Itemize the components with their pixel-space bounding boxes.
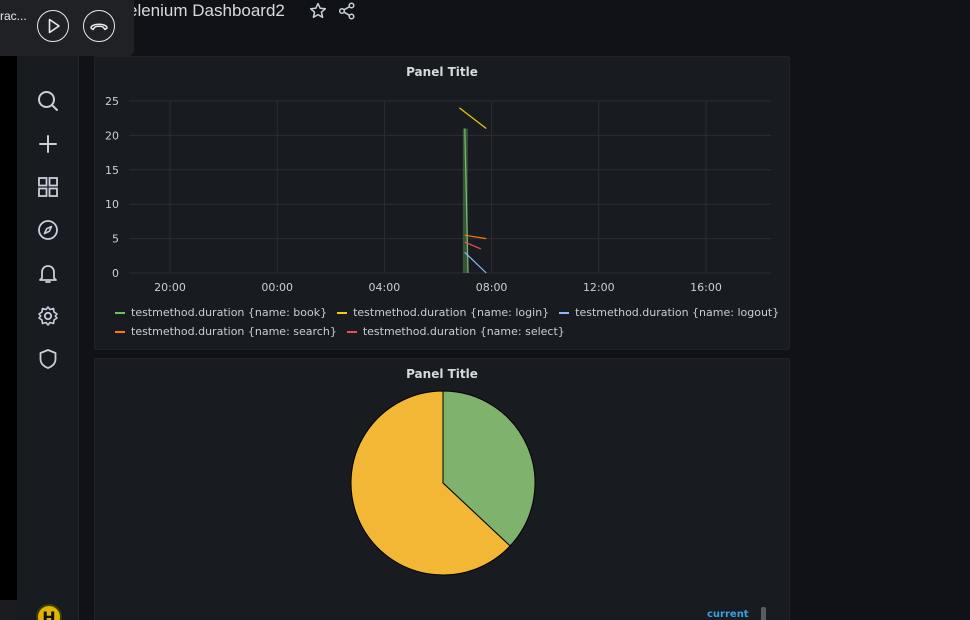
y-tick-label: 25 — [105, 95, 119, 108]
legend-label: testmethod.duration {name: select} — [362, 325, 565, 338]
legend-label: testmethod.duration {name: logout} — [575, 306, 780, 319]
series-line-3 — [464, 234, 487, 240]
sidebar-create[interactable] — [35, 131, 61, 157]
panel-title[interactable]: Panel Title — [406, 367, 478, 381]
star-button[interactable] — [308, 1, 328, 21]
series-line-4 — [464, 241, 482, 250]
legend-swatch — [115, 331, 125, 333]
y-tick-label: 0 — [112, 267, 119, 280]
search-icon — [38, 91, 58, 111]
share-play-button[interactable] — [37, 10, 69, 42]
legend-swatch — [337, 312, 348, 314]
graph-panel: Panel Title 0 5 10 15 20 25 20:00 00:00 04:00 08:… — [94, 56, 790, 350]
legend-item[interactable]: testmethod.duration {name: login} — [337, 306, 549, 319]
legend-label: testmethod.duration {name: search} — [131, 325, 337, 338]
series-line-2 — [464, 251, 487, 274]
legend-item[interactable]: testmethod.duration {name: logout} — [559, 306, 779, 319]
sidebar-search[interactable] — [35, 88, 61, 114]
legend-row: testmethod.duration {name: book} testmeth… — [115, 306, 789, 319]
pie-slice-1[interactable] — [350, 390, 511, 576]
legend-swatch — [346, 331, 357, 333]
y-tick-label: 10 — [105, 198, 119, 211]
y-tick-label: 20 — [105, 129, 119, 142]
legend-swatch — [115, 312, 125, 314]
screen-share-bar: rac... — [0, 0, 134, 56]
x-tick-label: 04:00 — [369, 281, 401, 294]
pie-chart — [350, 390, 536, 576]
legend-row: testmethod.duration {name: search} testme… — [115, 325, 575, 338]
legend-item[interactable]: testmethod.duration {name: search} — [115, 325, 337, 338]
series-line-0 — [464, 128, 469, 274]
alerting-icon — [39, 265, 57, 283]
panel-title[interactable]: Panel Title — [406, 65, 478, 79]
share-bar-text: rac... — [0, 9, 27, 23]
dashboards-icon — [38, 177, 58, 197]
star-icon — [309, 2, 327, 19]
legend-item[interactable]: testmethod.duration {name: select} — [346, 325, 565, 338]
y-tick-label: 15 — [105, 164, 119, 177]
x-tick-label: 08:00 — [476, 281, 508, 294]
x-tick-label: 12:00 — [583, 281, 615, 294]
legend-label: testmethod.duration {name: book} — [131, 306, 328, 319]
legend-label: testmethod.duration {name: login} — [353, 306, 550, 319]
series-fill-book — [462, 128, 468, 273]
left-black-strip — [0, 0, 17, 600]
legend-item[interactable]: testmethod.duration {name: book} — [115, 306, 327, 319]
plus-icon — [39, 135, 57, 153]
x-tick-label: 00:00 — [261, 281, 293, 294]
phone-hangup-icon — [90, 23, 108, 31]
y-tick-label: 5 — [112, 233, 119, 246]
sidebar-explore[interactable] — [35, 217, 61, 243]
legend-swatch — [559, 312, 570, 314]
sidebar-dashboards[interactable] — [35, 174, 61, 200]
share-dashboard-button[interactable] — [337, 1, 357, 21]
sidebar-alerting[interactable] — [35, 260, 61, 286]
share-hangup-button[interactable] — [83, 10, 115, 42]
share-icon — [338, 2, 355, 20]
sidebar-configuration[interactable] — [35, 303, 61, 329]
series-line-1 — [459, 107, 487, 129]
dashboard-title[interactable]: elenium Dashboard2 — [128, 1, 285, 20]
x-tick-label: 20:00 — [154, 281, 186, 294]
x-tick-label: 16:00 — [690, 281, 722, 294]
pie-panel: Panel Title current — [94, 358, 790, 620]
sidebar: H — [17, 0, 79, 620]
shield-icon — [39, 349, 57, 369]
legend-current-header[interactable]: current — [707, 609, 749, 620]
play-icon — [48, 18, 60, 34]
left-strip-bottom — [0, 600, 17, 620]
scrollbar[interactable] — [761, 607, 766, 620]
settings-icon — [38, 306, 58, 326]
pie-slice-0[interactable] — [442, 390, 536, 547]
sidebar-server-admin[interactable] — [35, 346, 61, 372]
line-chart: 0 5 10 15 20 25 20:00 00:00 04:00 08:00 12:00 16:00 — [105, 95, 771, 294]
avatar[interactable]: H — [36, 604, 62, 620]
explore-icon — [38, 220, 58, 240]
